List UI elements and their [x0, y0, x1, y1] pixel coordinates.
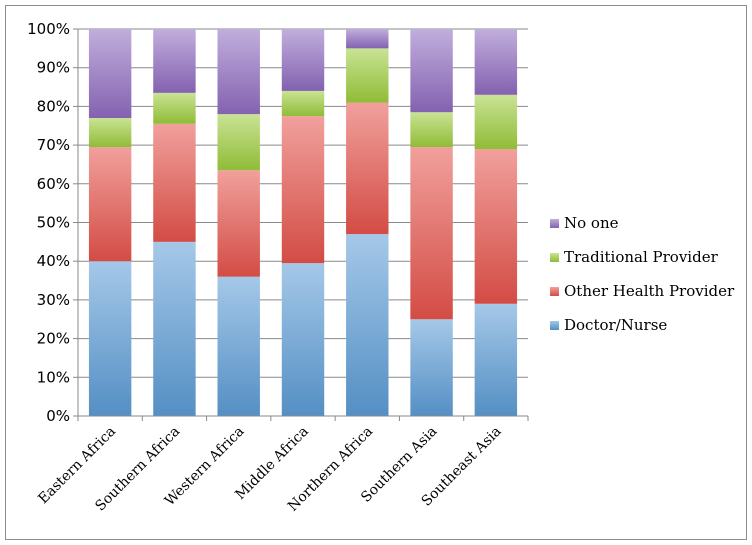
y-tick-label: 70% [37, 136, 70, 154]
bar-segment-traditional-provider [217, 114, 260, 171]
bar-segment-no-one [217, 29, 260, 115]
bar-segment-other-health-provider [217, 170, 260, 277]
y-tick-label: 10% [37, 368, 70, 386]
bar-segment-doctor-nurse [410, 319, 453, 416]
bar-segment-doctor-nurse [474, 303, 518, 416]
bar-segment-doctor-nurse [217, 276, 260, 416]
legend-label: Other Health Provider [564, 282, 735, 300]
bar-segment-other-health-provider [153, 123, 196, 242]
bar-segment-no-one [346, 29, 389, 49]
bar-segment-traditional-provider [281, 90, 325, 117]
bar-segment-traditional-provider [153, 92, 196, 124]
bar-segment-doctor-nurse [281, 263, 325, 416]
bar-segment-no-one [281, 29, 325, 91]
bar-segment-traditional-provider [88, 118, 132, 148]
axes [77, 29, 529, 421]
y-tick-label: 100% [27, 20, 70, 38]
legend-label: Doctor/Nurse [564, 316, 667, 334]
y-tick-label: 50% [37, 214, 70, 232]
bar-segment-doctor-nurse [346, 234, 389, 416]
y-tick-label: 80% [37, 97, 70, 115]
y-tick-label: 90% [37, 59, 70, 77]
legend-label: Traditional Provider [564, 248, 719, 266]
bar-segment-traditional-provider [410, 112, 453, 148]
bar-segment-other-health-provider [474, 148, 518, 304]
legend-swatch [550, 287, 559, 296]
bar-segment-other-health-provider [88, 147, 132, 262]
bar-segment-traditional-provider [346, 48, 389, 103]
legend-label: No one [564, 214, 619, 232]
bar-segment-no-one [410, 29, 453, 113]
y-tick-label: 30% [37, 291, 70, 309]
legend: No one Traditional Provider Other Health P… [550, 214, 735, 334]
legend-swatch [550, 321, 559, 330]
bar-segment-no-one [474, 29, 518, 95]
y-tick-label: 20% [37, 330, 70, 348]
legend-swatch [550, 253, 559, 262]
bar-segment-doctor-nurse [88, 261, 132, 416]
legend-swatch [550, 219, 559, 228]
bar-segment-doctor-nurse [153, 241, 196, 416]
bar-segment-no-one [88, 29, 132, 119]
bar-segment-traditional-provider [474, 94, 518, 149]
bar-segment-no-one [153, 29, 196, 93]
y-tick-label: 40% [37, 252, 70, 270]
bar-segment-other-health-provider [346, 102, 389, 235]
bar-segment-other-health-provider [410, 147, 453, 320]
y-tick-label: 60% [37, 175, 70, 193]
bar-segment-other-health-provider [281, 116, 325, 264]
y-tick-labels: 0% 10% 20% 30% 40% 50% 60% 70% 80% 90% 100% [27, 20, 70, 425]
bars [88, 29, 518, 416]
y-tick-label: 0% [46, 407, 70, 425]
